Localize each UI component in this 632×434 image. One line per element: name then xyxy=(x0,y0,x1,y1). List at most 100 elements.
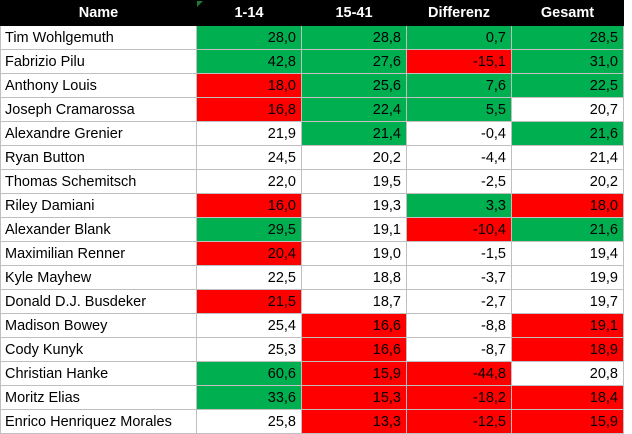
cell-gesamt[interactable]: 18,9 xyxy=(511,337,624,362)
column-header-gesamt[interactable]: Gesamt xyxy=(511,0,624,26)
cell-15-41[interactable]: 22,4 xyxy=(301,97,407,122)
table-row: Maximilian Renner 20,4 19,0 -1,5 19,4 xyxy=(0,241,624,266)
cell-1-14[interactable]: 25,8 xyxy=(196,409,302,434)
cell-1-14[interactable]: 29,5 xyxy=(196,217,302,242)
table-row: Tim Wohlgemuth 28,0 28,8 0,7 28,5 xyxy=(0,25,624,50)
cell-name[interactable]: Riley Damiani xyxy=(0,193,197,218)
cell-1-14[interactable]: 22,5 xyxy=(196,265,302,290)
cell-1-14[interactable]: 22,0 xyxy=(196,169,302,194)
cell-1-14[interactable]: 20,4 xyxy=(196,241,302,266)
column-header-name[interactable]: Name xyxy=(0,0,197,26)
cell-name[interactable]: Madison Bowey xyxy=(0,313,197,338)
table-row: Enrico Henriquez Morales 25,8 13,3 -12,5 15,… xyxy=(0,409,624,434)
cell-gesamt[interactable]: 21,6 xyxy=(511,121,624,146)
cell-1-14[interactable]: 21,9 xyxy=(196,121,302,146)
cell-name[interactable]: Donald D.J. Busdeker xyxy=(0,289,197,314)
cell-differenz[interactable]: -15,1 xyxy=(406,49,512,74)
cell-differenz[interactable]: -12,5 xyxy=(406,409,512,434)
cell-gesamt[interactable]: 19,7 xyxy=(511,289,624,314)
cell-name[interactable]: Maximilian Renner xyxy=(0,241,197,266)
cell-15-41[interactable]: 28,8 xyxy=(301,25,407,50)
cell-gesamt[interactable]: 19,9 xyxy=(511,265,624,290)
cell-gesamt[interactable]: 31,0 xyxy=(511,49,624,74)
cell-name[interactable]: Thomas Schemitsch xyxy=(0,169,197,194)
cell-15-41[interactable]: 18,8 xyxy=(301,265,407,290)
cell-gesamt[interactable]: 21,4 xyxy=(511,145,624,170)
cell-15-41[interactable]: 16,6 xyxy=(301,313,407,338)
cell-differenz[interactable]: -3,7 xyxy=(406,265,512,290)
cell-15-41[interactable]: 18,7 xyxy=(301,289,407,314)
cell-name[interactable]: Anthony Louis xyxy=(0,73,197,98)
cell-gesamt[interactable]: 15,9 xyxy=(511,409,624,434)
cell-differenz[interactable]: -1,5 xyxy=(406,241,512,266)
cell-15-41[interactable]: 19,3 xyxy=(301,193,407,218)
cell-gesamt[interactable]: 18,0 xyxy=(511,193,624,218)
cell-differenz[interactable]: -8,7 xyxy=(406,337,512,362)
cell-gesamt[interactable]: 19,4 xyxy=(511,241,624,266)
cell-differenz[interactable]: -44,8 xyxy=(406,361,512,386)
table-row: Riley Damiani 16,0 19,3 3,3 18,0 xyxy=(0,193,624,218)
cell-1-14[interactable]: 16,8 xyxy=(196,97,302,122)
cell-1-14[interactable]: 25,4 xyxy=(196,313,302,338)
cell-name[interactable]: Cody Kunyk xyxy=(0,337,197,362)
cell-15-41[interactable]: 19,0 xyxy=(301,241,407,266)
table-row: Moritz Elias 33,6 15,3 -18,2 18,4 xyxy=(0,385,624,410)
cell-name[interactable]: Ryan Button xyxy=(0,145,197,170)
cell-name[interactable]: Alexandre Grenier xyxy=(0,121,197,146)
cell-gesamt[interactable]: 20,2 xyxy=(511,169,624,194)
cell-gesamt[interactable]: 21,6 xyxy=(511,217,624,242)
cell-1-14[interactable]: 28,0 xyxy=(196,25,302,50)
cell-differenz[interactable]: 3,3 xyxy=(406,193,512,218)
cell-1-14[interactable]: 24,5 xyxy=(196,145,302,170)
cell-name[interactable]: Christian Hanke xyxy=(0,361,197,386)
cell-15-41[interactable]: 16,6 xyxy=(301,337,407,362)
cell-1-14[interactable]: 33,6 xyxy=(196,385,302,410)
cell-name[interactable]: Moritz Elias xyxy=(0,385,197,410)
cell-1-14[interactable]: 42,8 xyxy=(196,49,302,74)
cell-15-41[interactable]: 27,6 xyxy=(301,49,407,74)
cell-gesamt[interactable]: 28,5 xyxy=(511,25,624,50)
column-header-1-14[interactable]: 1-14 xyxy=(196,0,302,26)
cell-gesamt[interactable]: 20,8 xyxy=(511,361,624,386)
cell-gesamt[interactable]: 22,5 xyxy=(511,73,624,98)
cell-name[interactable]: Kyle Mayhew xyxy=(0,265,197,290)
cell-1-14[interactable]: 60,6 xyxy=(196,361,302,386)
cell-1-14[interactable]: 18,0 xyxy=(196,73,302,98)
cell-differenz[interactable]: -18,2 xyxy=(406,385,512,410)
cell-15-41[interactable]: 19,5 xyxy=(301,169,407,194)
header-1-14-label: 1-14 xyxy=(234,5,264,21)
cell-differenz[interactable]: -2,5 xyxy=(406,169,512,194)
cell-name[interactable]: Enrico Henriquez Morales xyxy=(0,409,197,434)
cell-15-41[interactable]: 21,4 xyxy=(301,121,407,146)
cell-gesamt[interactable]: 18,4 xyxy=(511,385,624,410)
cell-differenz[interactable]: -10,4 xyxy=(406,217,512,242)
cell-differenz[interactable]: 7,6 xyxy=(406,73,512,98)
cell-1-14[interactable]: 16,0 xyxy=(196,193,302,218)
cell-15-41[interactable]: 13,3 xyxy=(301,409,407,434)
column-header-differenz[interactable]: Differenz xyxy=(406,0,512,26)
cell-1-14[interactable]: 21,5 xyxy=(196,289,302,314)
cell-differenz[interactable]: 0,7 xyxy=(406,25,512,50)
cell-15-41[interactable]: 15,9 xyxy=(301,361,407,386)
cell-name[interactable]: Fabrizio Pilu xyxy=(0,49,197,74)
comment-marker-icon[interactable] xyxy=(197,1,203,7)
cell-15-41[interactable]: 19,1 xyxy=(301,217,407,242)
cell-gesamt[interactable]: 20,7 xyxy=(511,97,624,122)
cell-15-41[interactable]: 25,6 xyxy=(301,73,407,98)
table-row: Ryan Button 24,5 20,2 -4,4 21,4 xyxy=(0,145,624,170)
column-header-15-41[interactable]: 15-41 xyxy=(301,0,407,26)
cell-gesamt[interactable]: 19,1 xyxy=(511,313,624,338)
cell-differenz[interactable]: -0,4 xyxy=(406,121,512,146)
cell-differenz[interactable]: -8,8 xyxy=(406,313,512,338)
cell-differenz[interactable]: -2,7 xyxy=(406,289,512,314)
cell-differenz[interactable]: -4,4 xyxy=(406,145,512,170)
table-row: Thomas Schemitsch 22,0 19,5 -2,5 20,2 xyxy=(0,169,624,194)
table-row: Joseph Cramarossa 16,8 22,4 5,5 20,7 xyxy=(0,97,624,122)
cell-1-14[interactable]: 25,3 xyxy=(196,337,302,362)
cell-name[interactable]: Joseph Cramarossa xyxy=(0,97,197,122)
cell-15-41[interactable]: 15,3 xyxy=(301,385,407,410)
cell-name[interactable]: Alexander Blank xyxy=(0,217,197,242)
cell-15-41[interactable]: 20,2 xyxy=(301,145,407,170)
cell-name[interactable]: Tim Wohlgemuth xyxy=(0,25,197,50)
cell-differenz[interactable]: 5,5 xyxy=(406,97,512,122)
